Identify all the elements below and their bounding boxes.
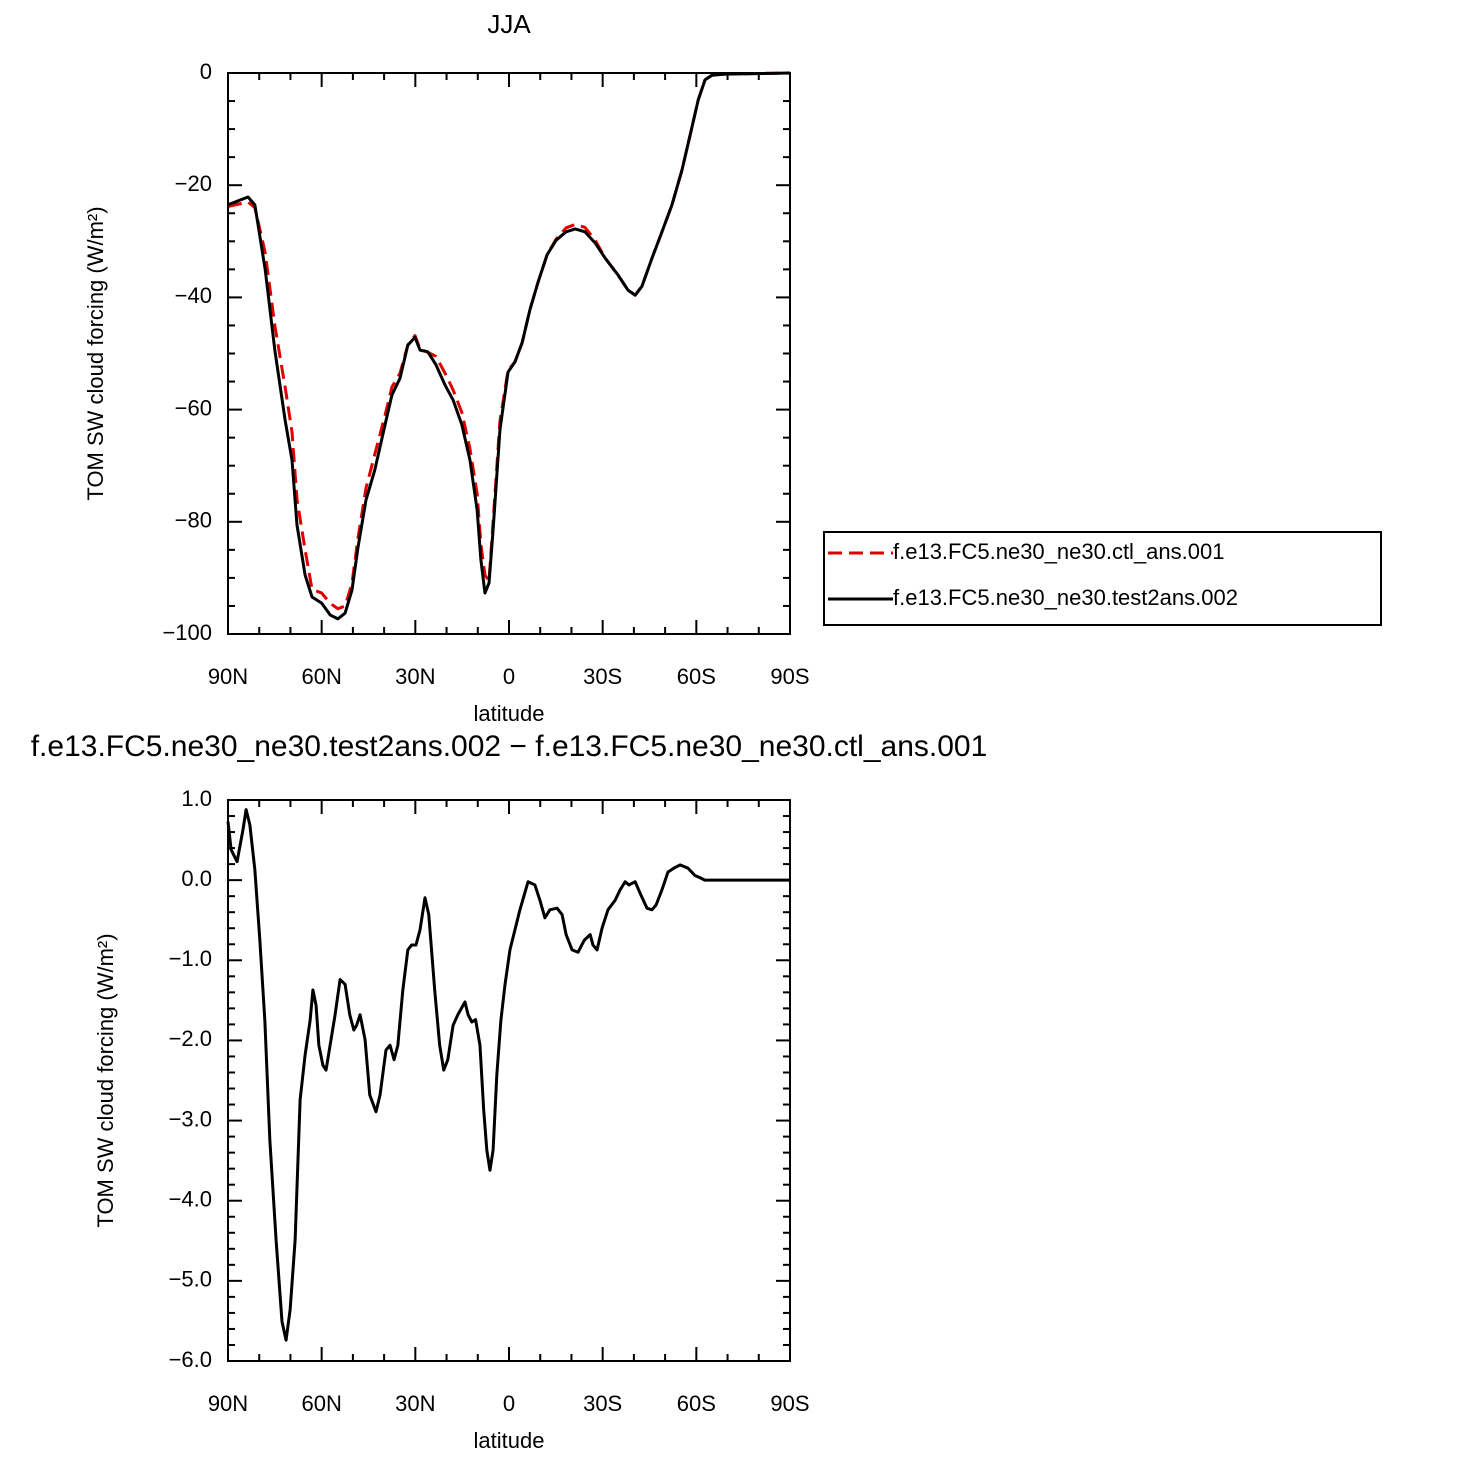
y-tick-label: −5.0 bbox=[169, 1267, 212, 1292]
data-line bbox=[226, 808, 790, 1342]
chart-title: JJA bbox=[487, 9, 531, 39]
y-axis-label: TOM SW cloud forcing (W/m²) bbox=[83, 206, 108, 500]
x-tick-label: 60S bbox=[677, 1391, 716, 1416]
chart-title: f.e13.FC5.ne30_ne30.test2ans.002 − f.e13… bbox=[31, 730, 988, 763]
x-tick-label: 90N bbox=[208, 664, 248, 689]
y-tick-label: −3.0 bbox=[169, 1106, 212, 1131]
plot-frame bbox=[227, 799, 791, 1362]
x-axis-label: latitude bbox=[474, 1428, 545, 1453]
x-tick-label: 90N bbox=[208, 1391, 248, 1416]
data-line bbox=[227, 71, 791, 621]
y-tick-label: 1.0 bbox=[181, 786, 212, 811]
x-tick-label: 60N bbox=[301, 664, 341, 689]
y-tick-label: −80 bbox=[175, 508, 212, 533]
x-tick-label: 60N bbox=[301, 1391, 341, 1416]
y-tick-label: −60 bbox=[175, 395, 212, 420]
y-axis-label: TOM SW cloud forcing (W/m²) bbox=[93, 933, 118, 1227]
y-tick-label: −2.0 bbox=[169, 1026, 212, 1051]
y-tick-label: −6.0 bbox=[169, 1347, 212, 1372]
y-tick-label: −1.0 bbox=[169, 946, 212, 971]
x-tick-label: 0 bbox=[503, 1391, 515, 1416]
y-tick-label: −40 bbox=[175, 283, 212, 308]
y-tick-label: −100 bbox=[162, 620, 212, 645]
x-tick-label: 90S bbox=[770, 664, 809, 689]
y-tick-label: −20 bbox=[175, 171, 212, 196]
x-tick-label: 30S bbox=[583, 1391, 622, 1416]
x-axis-label: latitude bbox=[474, 701, 545, 726]
plot-frame bbox=[227, 72, 791, 635]
x-tick-label: 0 bbox=[503, 664, 515, 689]
x-tick-label: 60S bbox=[677, 664, 716, 689]
legend-label: f.e13.FC5.ne30_ne30.ctl_ans.001 bbox=[893, 539, 1224, 564]
y-tick-label: 0 bbox=[200, 59, 212, 84]
x-tick-label: 90S bbox=[770, 1391, 809, 1416]
legend-label: f.e13.FC5.ne30_ne30.test2ans.002 bbox=[893, 585, 1238, 610]
x-tick-label: 30N bbox=[395, 1391, 435, 1416]
y-tick-label: 0.0 bbox=[181, 866, 212, 891]
x-tick-label: 30N bbox=[395, 664, 435, 689]
data-line bbox=[227, 71, 791, 611]
y-tick-label: −4.0 bbox=[169, 1187, 212, 1212]
legend-box bbox=[823, 531, 1382, 626]
x-tick-label: 30S bbox=[583, 664, 622, 689]
